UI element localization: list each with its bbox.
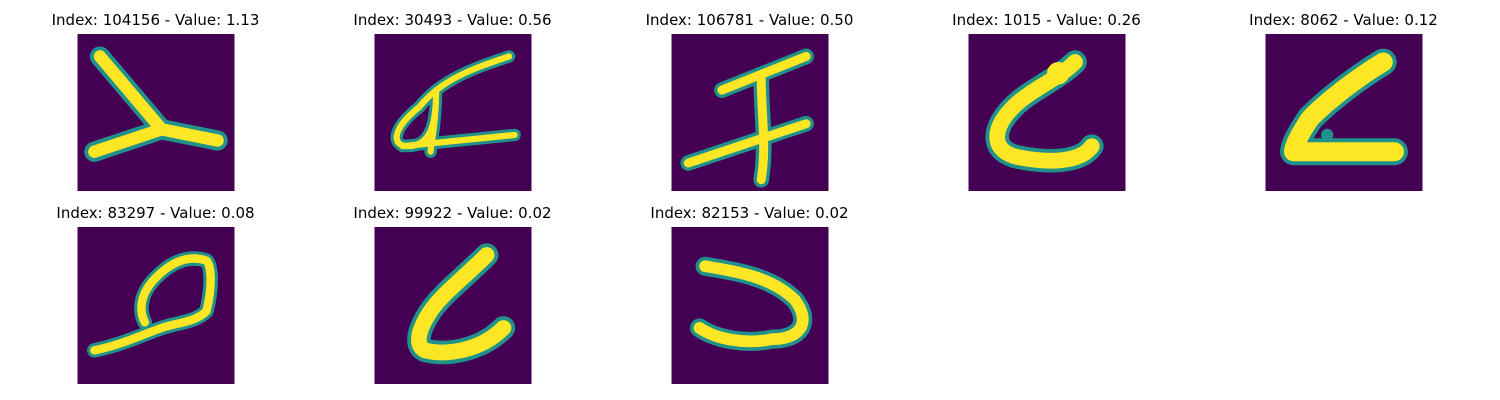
panel-title: Index: 1015 - Value: 0.26 [952, 11, 1141, 29]
panel-title: Index: 83297 - Value: 0.08 [56, 204, 255, 222]
panel-title: Index: 82153 - Value: 0.02 [650, 204, 849, 222]
panel-title: Index: 106781 - Value: 0.50 [645, 11, 854, 29]
glyph-l-hook-image [968, 34, 1126, 191]
glyph-u-shape-image [671, 227, 829, 384]
panel-3: Index: 106781 - Value: 0.50 [601, 10, 898, 191]
panel-title: Index: 8062 - Value: 0.12 [1249, 11, 1438, 29]
panel-6: Index: 83297 - Value: 0.08 [7, 203, 304, 384]
glyph-boot-image [1265, 34, 1423, 191]
glyph-v-shape-image [77, 34, 235, 191]
panel-title: Index: 30493 - Value: 0.56 [353, 11, 552, 29]
glyph-double-cross-image [671, 34, 829, 191]
panel-7: Index: 99922 - Value: 0.02 [304, 203, 601, 384]
glyph-loop-cross-image [374, 34, 532, 191]
panel-4: Index: 1015 - Value: 0.26 [898, 10, 1195, 191]
panel-title: Index: 99922 - Value: 0.02 [353, 204, 552, 222]
panel-8: Index: 82153 - Value: 0.02 [601, 203, 898, 384]
panel-title: Index: 104156 - Value: 1.13 [51, 11, 260, 29]
glyph-l-curve-image [374, 227, 532, 384]
panel-5: Index: 8062 - Value: 0.12 [1195, 10, 1492, 191]
panel-1: Index: 104156 - Value: 1.13 [7, 10, 304, 191]
panel-2: Index: 30493 - Value: 0.56 [304, 10, 601, 191]
glyph-loop-tail-image [77, 227, 235, 384]
